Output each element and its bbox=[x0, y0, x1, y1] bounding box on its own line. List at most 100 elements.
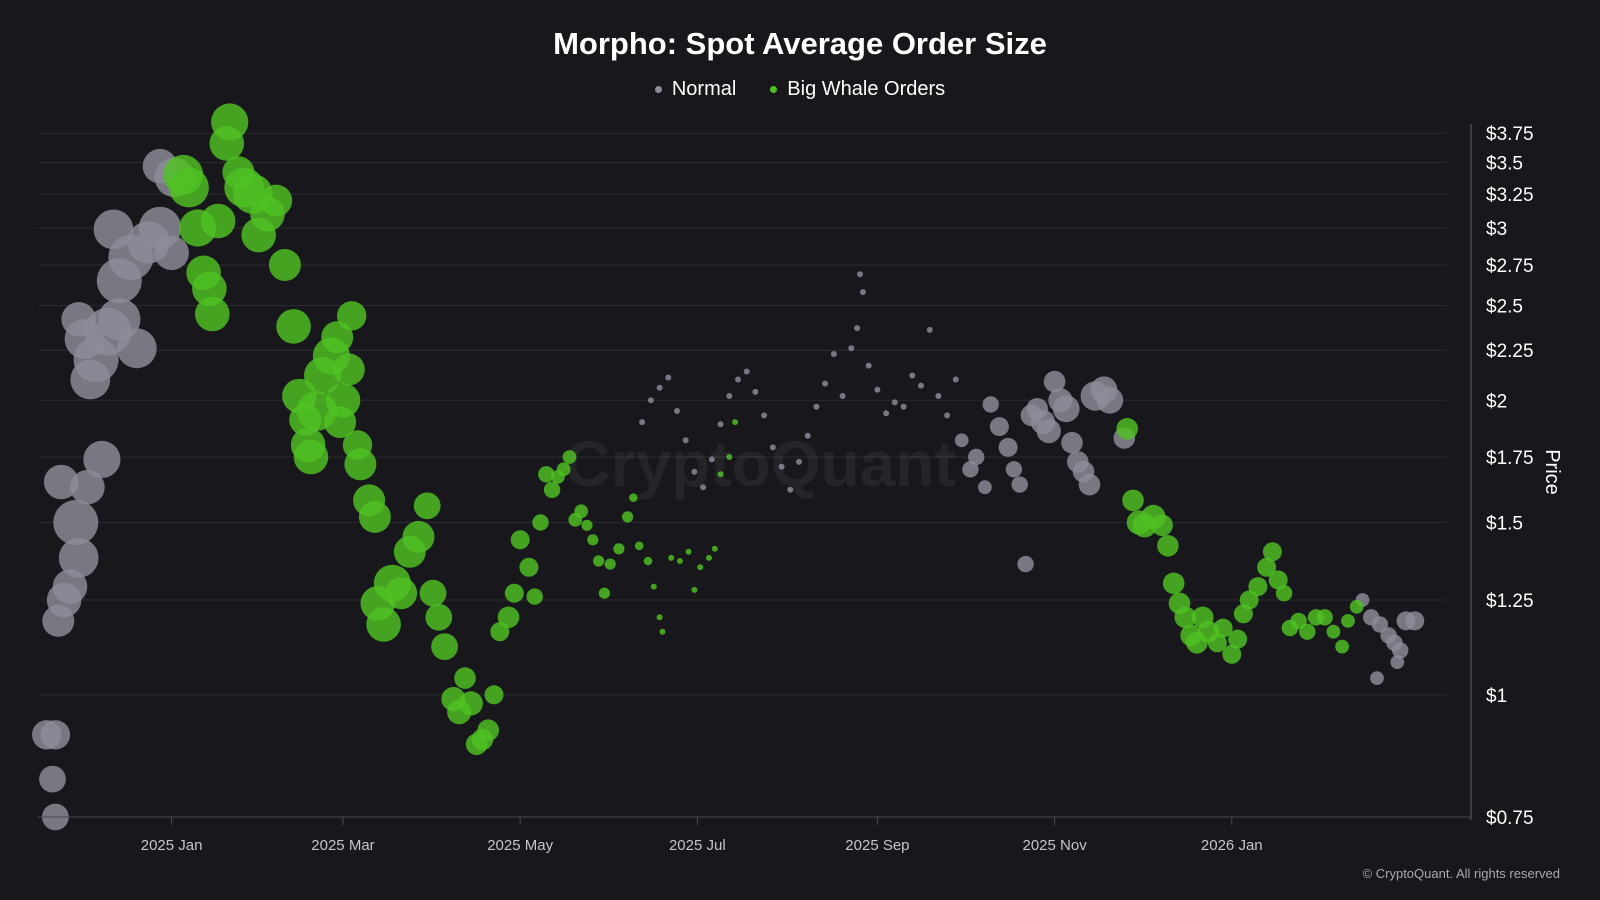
data-point[interactable] bbox=[726, 393, 733, 399]
data-point[interactable] bbox=[708, 456, 715, 463]
data-point[interactable] bbox=[53, 500, 99, 545]
data-point[interactable] bbox=[1207, 633, 1227, 653]
data-point[interactable] bbox=[454, 667, 476, 689]
data-point[interactable] bbox=[865, 362, 872, 369]
data-point[interactable] bbox=[935, 393, 942, 399]
data-point[interactable] bbox=[656, 384, 663, 391]
data-point[interactable] bbox=[366, 607, 401, 642]
data-point[interactable] bbox=[674, 408, 680, 414]
data-point[interactable] bbox=[909, 372, 916, 379]
data-point[interactable] bbox=[717, 421, 724, 428]
data-point[interactable] bbox=[954, 433, 969, 448]
data-point[interactable] bbox=[891, 399, 898, 406]
data-point[interactable] bbox=[1005, 461, 1023, 478]
data-point[interactable] bbox=[700, 484, 707, 491]
data-point[interactable] bbox=[458, 691, 483, 716]
data-point[interactable] bbox=[1341, 614, 1355, 628]
data-point[interactable] bbox=[1349, 599, 1364, 614]
data-point[interactable] bbox=[1275, 585, 1293, 602]
data-point[interactable] bbox=[344, 448, 377, 481]
data-point[interactable] bbox=[532, 514, 549, 531]
data-point[interactable] bbox=[839, 393, 846, 399]
data-point[interactable] bbox=[622, 511, 634, 523]
data-point[interactable] bbox=[613, 543, 625, 555]
data-point[interactable] bbox=[1299, 623, 1316, 640]
data-point[interactable] bbox=[883, 410, 890, 417]
data-point[interactable] bbox=[629, 493, 638, 503]
data-point[interactable] bbox=[952, 376, 959, 383]
legend-item-big-whale-orders[interactable]: Big Whale Orders bbox=[770, 78, 945, 101]
data-point[interactable] bbox=[656, 614, 663, 621]
data-point[interactable] bbox=[691, 468, 698, 475]
data-point[interactable] bbox=[874, 386, 881, 393]
data-point[interactable] bbox=[192, 271, 227, 307]
data-point[interactable] bbox=[1248, 577, 1268, 597]
data-point[interactable] bbox=[581, 519, 593, 531]
data-point[interactable] bbox=[70, 469, 105, 505]
data-point[interactable] bbox=[1151, 514, 1173, 537]
data-point[interactable] bbox=[682, 437, 689, 444]
data-point[interactable] bbox=[324, 406, 357, 439]
data-point[interactable] bbox=[665, 374, 672, 381]
data-point[interactable] bbox=[1017, 555, 1034, 573]
data-point[interactable] bbox=[813, 403, 820, 410]
data-point[interactable] bbox=[484, 685, 504, 705]
data-point[interactable] bbox=[659, 628, 666, 635]
data-point[interactable] bbox=[944, 412, 951, 419]
data-point[interactable] bbox=[1262, 542, 1282, 562]
data-point[interactable] bbox=[634, 541, 644, 551]
data-point[interactable] bbox=[40, 720, 71, 750]
data-point[interactable] bbox=[752, 388, 759, 395]
data-point[interactable] bbox=[83, 440, 121, 478]
data-point[interactable] bbox=[1011, 476, 1028, 493]
data-point[interactable] bbox=[543, 481, 561, 498]
data-point[interactable] bbox=[1390, 655, 1405, 669]
data-point[interactable] bbox=[1043, 370, 1066, 393]
data-point[interactable] bbox=[593, 555, 605, 567]
data-point[interactable] bbox=[706, 554, 712, 561]
data-point[interactable] bbox=[276, 309, 311, 344]
data-point[interactable] bbox=[717, 471, 724, 478]
data-point[interactable] bbox=[1122, 489, 1144, 512]
data-point[interactable] bbox=[691, 586, 698, 593]
legend-item-normal[interactable]: Normal bbox=[654, 78, 736, 101]
data-point[interactable] bbox=[1371, 616, 1389, 633]
data-point[interactable] bbox=[1096, 386, 1124, 414]
data-point[interactable] bbox=[1335, 639, 1349, 654]
data-point[interactable] bbox=[385, 577, 418, 610]
data-point[interactable] bbox=[1326, 624, 1341, 639]
data-point[interactable] bbox=[477, 719, 500, 741]
data-point[interactable] bbox=[643, 556, 653, 566]
data-point[interactable] bbox=[778, 463, 785, 470]
data-point[interactable] bbox=[598, 587, 611, 599]
data-point[interactable] bbox=[211, 103, 249, 141]
data-point[interactable] bbox=[968, 448, 985, 466]
data-point[interactable] bbox=[431, 633, 458, 660]
data-point[interactable] bbox=[562, 450, 577, 464]
data-point[interactable] bbox=[676, 558, 683, 564]
data-point[interactable] bbox=[926, 326, 933, 333]
data-point[interactable] bbox=[1370, 671, 1384, 685]
data-point[interactable] bbox=[1405, 611, 1425, 631]
data-point[interactable] bbox=[413, 492, 441, 520]
data-point[interactable] bbox=[1228, 629, 1248, 649]
data-point[interactable] bbox=[1162, 572, 1185, 595]
data-point[interactable] bbox=[43, 464, 79, 500]
data-point[interactable] bbox=[169, 167, 209, 208]
data-point[interactable] bbox=[358, 500, 391, 533]
data-point[interactable] bbox=[650, 583, 657, 590]
data-point[interactable] bbox=[332, 353, 365, 386]
data-point[interactable] bbox=[1268, 570, 1288, 590]
data-point[interactable] bbox=[195, 296, 230, 332]
data-point[interactable] bbox=[668, 554, 675, 561]
data-point[interactable] bbox=[854, 325, 861, 332]
data-point[interactable] bbox=[982, 396, 999, 413]
data-point[interactable] bbox=[726, 454, 733, 460]
data-point[interactable] bbox=[574, 504, 589, 519]
data-point[interactable] bbox=[639, 419, 646, 426]
data-point[interactable] bbox=[337, 301, 367, 331]
data-point[interactable] bbox=[1316, 609, 1333, 626]
data-point[interactable] bbox=[962, 461, 979, 478]
data-point[interactable] bbox=[711, 545, 718, 552]
data-point[interactable] bbox=[1174, 606, 1197, 629]
